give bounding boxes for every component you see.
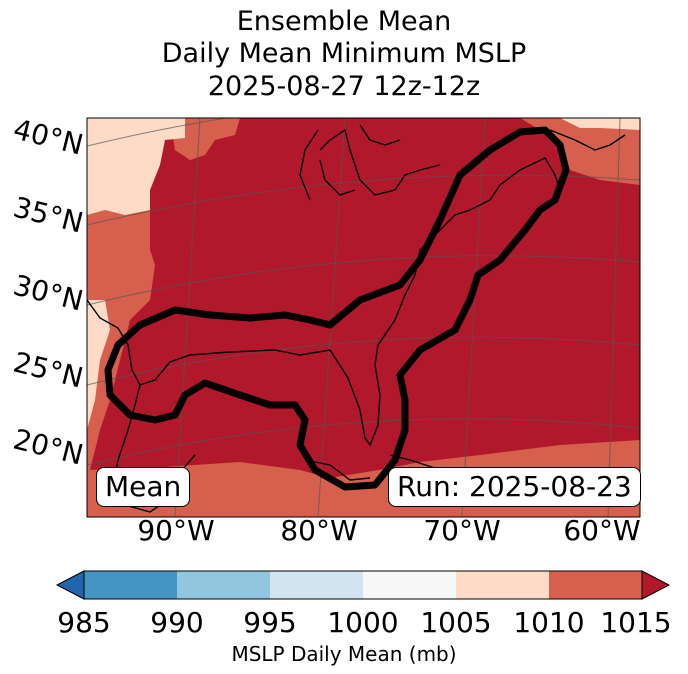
title-line-1: Ensemble Mean bbox=[236, 6, 452, 37]
colorbar-tick-1005: 1005 bbox=[420, 606, 492, 639]
run-date-box: Run: 2025-08-23 bbox=[388, 467, 641, 507]
pressure-field-1010-north bbox=[170, 118, 240, 160]
colorbar-tick-1000: 1000 bbox=[327, 606, 399, 639]
map-frame bbox=[86, 117, 641, 518]
lon-label-90: 90°W bbox=[137, 514, 215, 547]
colorbar-tick-990: 990 bbox=[150, 606, 204, 639]
colorbar-extend-high bbox=[641, 570, 671, 600]
pressure-field-1005-west bbox=[87, 300, 110, 430]
colorbar-tick-985: 985 bbox=[57, 606, 111, 639]
colorbar-bin-995 bbox=[270, 571, 363, 599]
colorbar-label: MSLP Daily Mean (mb) bbox=[231, 642, 457, 666]
lon-label-80: 80°W bbox=[280, 514, 358, 547]
colorbar-frame bbox=[83, 570, 643, 600]
colorbar-bin-985 bbox=[84, 571, 177, 599]
colorbar-tick-1010: 1010 bbox=[513, 606, 585, 639]
colorbar-tick-995: 995 bbox=[243, 606, 297, 639]
colorbar-extend-low bbox=[55, 570, 85, 600]
colorbar-bin-1005 bbox=[456, 571, 549, 599]
colorbar-bin-1010 bbox=[549, 571, 642, 599]
title-line-2: Daily Mean Minimum MSLP bbox=[161, 38, 527, 69]
colorbar-bin-1000 bbox=[363, 571, 456, 599]
colorbar-bin-990 bbox=[177, 571, 270, 599]
mean-label-box: Mean bbox=[96, 467, 191, 507]
colorbar-tick-1015: 1015 bbox=[600, 606, 672, 639]
title-line-3: 2025-08-27 12z-12z bbox=[207, 71, 481, 102]
lon-label-60: 60°W bbox=[563, 514, 641, 547]
pressure-contour bbox=[104, 126, 570, 491]
pressure-field-1005-northwest bbox=[87, 118, 185, 215]
lon-label-70: 70°W bbox=[423, 514, 501, 547]
